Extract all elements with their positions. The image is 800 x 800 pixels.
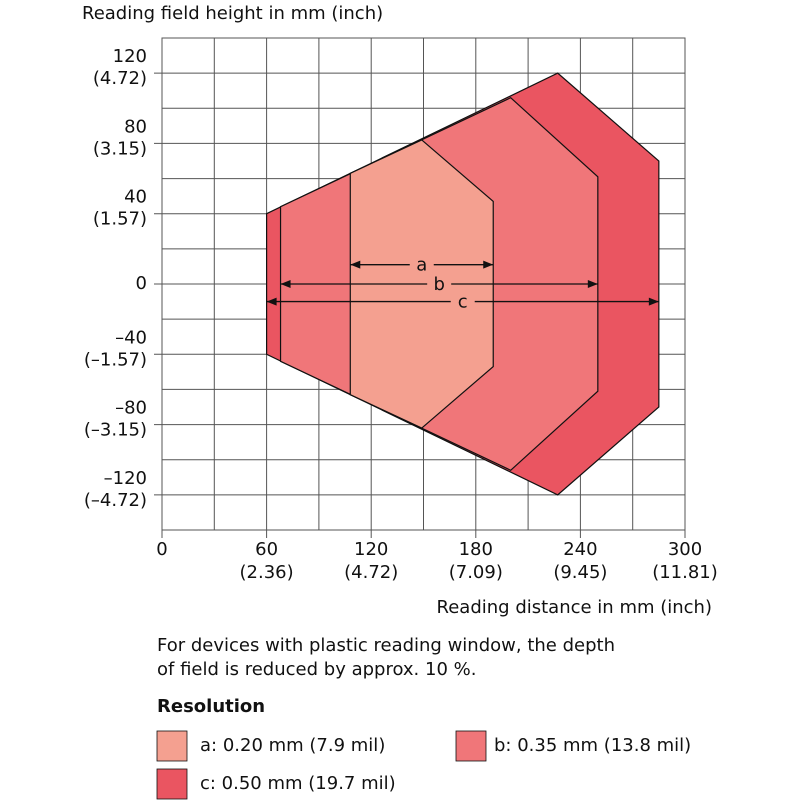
y-tick-inch-label: (–4.72) [84,490,147,511]
legend-label: a: 0.20 mm (7.9 mil) [200,735,385,756]
y-tick-inch-label: (1.57) [93,209,147,230]
x-tick-label: 120 [354,539,388,560]
legend-swatch [156,768,188,800]
y-tick-label: 40 [124,187,147,208]
x-tick-label: 0 [156,539,167,560]
y-tick-label: 0 [136,273,147,294]
x-tick-inch-label: (9.45) [553,562,607,583]
dimension-label: b [433,274,444,295]
x-axis-title: Reading distance in mm (inch) [437,597,712,618]
dimension-label: c [458,292,468,313]
note: For devices with plastic reading window,… [157,635,615,680]
x-tick-label: 180 [459,539,493,560]
y-tick-inch-label: (–1.57) [84,349,147,370]
y-tick-label: –40 [115,327,147,348]
legend-title: Resolution [157,696,265,717]
y-tick-label: –120 [104,468,147,489]
y-axis-title: Reading field height in mm (inch) [82,3,383,24]
legend-label: c: 0.50 mm (19.7 mil) [200,773,396,794]
y-tick-inch-label: (–3.15) [84,420,147,441]
x-tick-label: 240 [563,539,597,560]
x-tick-label: 60 [255,539,278,560]
x-tick-inch-label: (2.36) [240,562,294,583]
legend-swatch [455,730,487,762]
x-tick-inch-label: (11.81) [652,562,718,583]
y-tick-inch-label: (3.15) [93,138,147,159]
y-tick-inch-label: (4.72) [93,68,147,89]
y-tick-label: –80 [115,398,147,419]
x-tick-inch-label: (4.72) [344,562,398,583]
x-tick-inch-label: (7.09) [449,562,503,583]
legend-label: b: 0.35 mm (13.8 mil) [494,735,691,756]
dimension-label: a [416,255,427,276]
x-tick-label: 300 [668,539,702,560]
y-tick-label: 80 [124,116,147,137]
legend-swatch [156,730,188,762]
y-tick-label: 120 [113,46,147,67]
